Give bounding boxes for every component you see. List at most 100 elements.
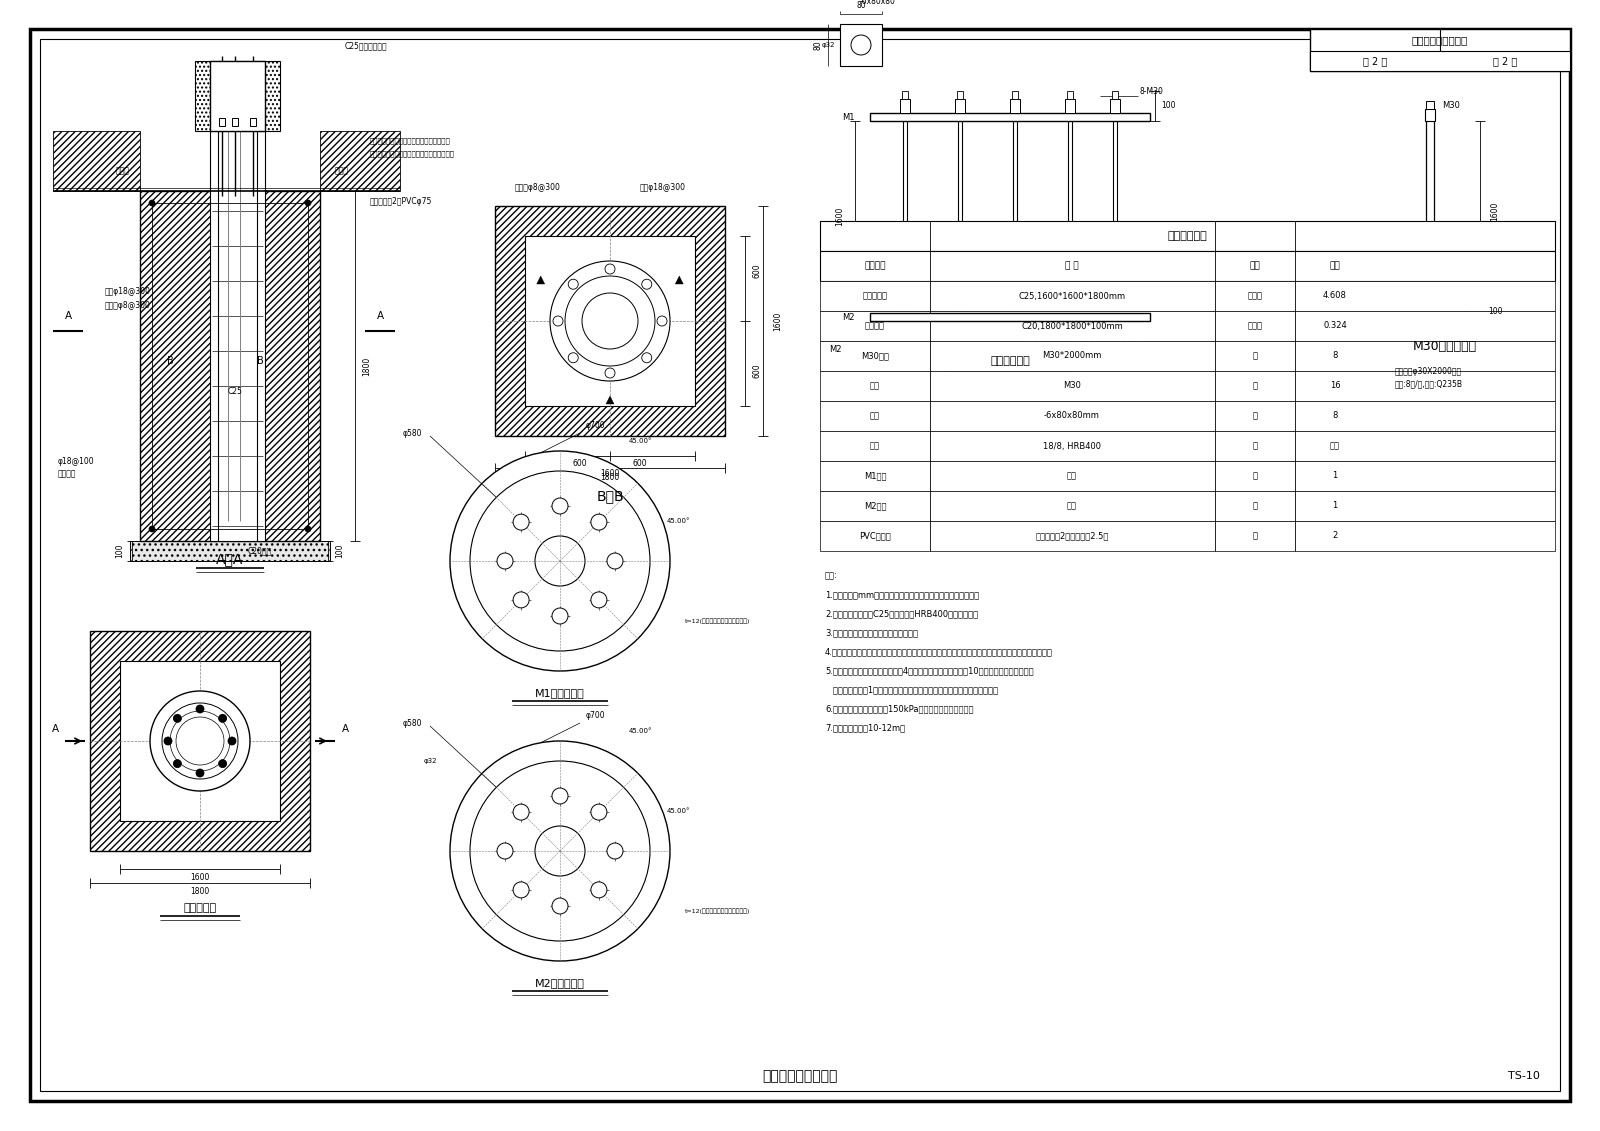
Bar [1067, 90, 1074, 100]
Text: 分布筋φ8@300: 分布筋φ8@300 [515, 183, 562, 192]
Text: 个: 个 [1253, 412, 1258, 421]
Text: 地面线: 地面线 [117, 166, 130, 175]
Text: A: A [64, 311, 72, 321]
Text: 个: 个 [1253, 472, 1258, 481]
Text: 基础顶面配置钢筋网片，待上部结构安装，: 基础顶面配置钢筋网片，待上部结构安装， [370, 138, 451, 145]
Text: 600: 600 [752, 364, 762, 378]
Circle shape [568, 279, 578, 290]
Text: 主要材料清单: 主要材料清单 [1166, 231, 1206, 241]
Text: M1: M1 [843, 112, 854, 121]
Text: 钢筋: 钢筋 [870, 441, 880, 450]
Text: 4.监控杆主体各连接部位必须全满焊，禁止出现漏焊、假焊等不良现象，焊接时，所有焊缝需均匀饱满: 4.监控杆主体各连接部位必须全满焊，禁止出现漏焊、假焊等不良现象，焊接时，所有焊… [826, 647, 1053, 656]
Text: 80: 80 [813, 41, 822, 50]
Text: 如图: 如图 [1067, 501, 1077, 510]
Circle shape [590, 882, 606, 898]
Bar [1066, 100, 1075, 113]
Circle shape [165, 737, 173, 745]
Circle shape [605, 264, 614, 274]
Circle shape [149, 526, 155, 532]
Bar [819, 491, 1555, 521]
Bar [955, 100, 965, 113]
Circle shape [552, 788, 568, 804]
Bar [210, 111, 266, 541]
Circle shape [173, 760, 181, 768]
Text: 分布筋φ8@300: 分布筋φ8@300 [106, 302, 150, 311]
Circle shape [195, 705, 205, 713]
Text: 1.图中单位以mm计，采用柱下独立基础，基础设计等级：丙级。: 1.图中单位以mm计，采用柱下独立基础，基础设计等级：丙级。 [826, 590, 979, 599]
Bar [902, 90, 909, 100]
Circle shape [590, 515, 606, 530]
Text: 根: 根 [1253, 532, 1258, 541]
Text: φ32: φ32 [821, 42, 835, 48]
Text: M30锚栓: M30锚栓 [861, 352, 890, 361]
Text: M1锚板大样图: M1锚板大样图 [534, 688, 586, 698]
Circle shape [514, 515, 530, 530]
Text: B: B [256, 356, 264, 366]
Text: 螺母: 螺母 [870, 381, 880, 390]
Text: 地面线: 地面线 [334, 166, 349, 175]
Polygon shape [606, 396, 614, 404]
Text: 1: 1 [1333, 472, 1338, 481]
Text: 调平完毕后拆紧螺帽，浇筑外包混凝土护层。: 调平完毕后拆紧螺帽，浇筑外包混凝土护层。 [370, 150, 454, 157]
Text: 混凝土基础: 混凝土基础 [862, 292, 888, 301]
Text: 16: 16 [1330, 381, 1341, 390]
Text: 2.基础混凝土均采用C25，钢筋采用HRB400高强度钢筋。: 2.基础混凝土均采用C25，钢筋采用HRB400高强度钢筋。 [826, 608, 978, 618]
Circle shape [851, 35, 870, 55]
Text: A－A: A－A [216, 552, 243, 566]
Bar [525, 236, 694, 406]
Circle shape [565, 276, 654, 366]
Text: 1800: 1800 [600, 474, 619, 483]
Circle shape [642, 279, 651, 290]
Bar [152, 202, 307, 529]
Text: 竖筋φ18@300: 竖筋φ18@300 [106, 286, 150, 295]
Circle shape [534, 826, 586, 877]
Text: 1600: 1600 [190, 872, 210, 881]
Text: 如图: 如图 [1330, 441, 1341, 450]
Text: 45.00°: 45.00° [629, 438, 651, 444]
Text: 100: 100 [1160, 102, 1176, 111]
Text: 共 2 页: 共 2 页 [1493, 57, 1517, 66]
Text: C25混凝土包柱脚: C25混凝土包柱脚 [346, 42, 387, 51]
Bar [1310, 29, 1570, 71]
Text: M2: M2 [829, 345, 842, 354]
Circle shape [642, 353, 651, 363]
Text: 80: 80 [856, 1, 866, 10]
Circle shape [149, 200, 155, 206]
Text: t=12(直径大小根据法兰大小而定): t=12(直径大小根据法兰大小而定) [685, 908, 750, 914]
Text: 1800: 1800 [190, 887, 210, 896]
Text: 如图: 如图 [1067, 472, 1077, 481]
Text: φ32: φ32 [424, 758, 437, 765]
Text: 材料名称: 材料名称 [864, 261, 886, 270]
Text: 米: 米 [1253, 441, 1258, 450]
Text: 600: 600 [573, 459, 587, 468]
Text: 0.324: 0.324 [1323, 321, 1347, 330]
Circle shape [606, 843, 622, 860]
Text: 100: 100 [336, 544, 344, 559]
Text: 预埋穿线管2根PVCφ75: 预埋穿线管2根PVCφ75 [370, 197, 432, 206]
Bar [840, 24, 882, 66]
Bar [819, 221, 1555, 251]
Text: A: A [51, 724, 59, 734]
Text: 8: 8 [1333, 352, 1338, 361]
Circle shape [606, 553, 622, 569]
Bar [320, 131, 400, 191]
Bar [1426, 109, 1435, 121]
Circle shape [552, 898, 568, 914]
Circle shape [498, 553, 514, 569]
Text: -6x80x80: -6x80x80 [861, 0, 896, 6]
Text: M2: M2 [843, 312, 854, 321]
Text: 1600: 1600 [835, 206, 845, 226]
Circle shape [162, 703, 238, 779]
Bar [1110, 100, 1120, 113]
Text: 600: 600 [752, 264, 762, 278]
Circle shape [306, 526, 310, 532]
Text: 如图，预留2根，每根计2.5米: 如图，预留2根，每根计2.5米 [1035, 532, 1109, 541]
Bar [870, 113, 1150, 121]
Bar [957, 90, 963, 100]
Text: 电子警察安装大样图: 电子警察安装大样图 [762, 1069, 838, 1083]
Text: 附注:: 附注: [826, 571, 838, 580]
Circle shape [498, 843, 514, 860]
Text: 1: 1 [1333, 501, 1338, 510]
Circle shape [470, 761, 650, 941]
Bar [819, 342, 1555, 371]
